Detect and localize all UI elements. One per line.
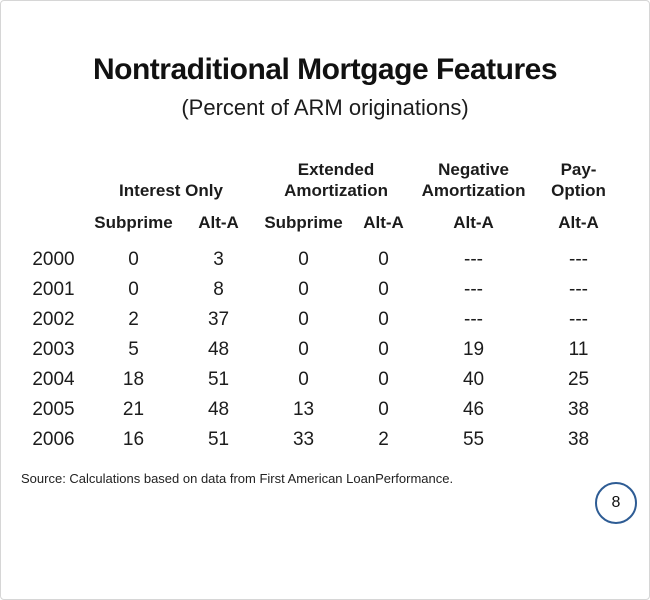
cell-ea-subprime: 0	[298, 369, 309, 390]
cell-ea-subprime: 33	[292, 429, 315, 450]
cell-io-subprime: 0	[128, 249, 139, 270]
year-label: 2005	[32, 399, 75, 420]
cell-po-alt-a: 25	[567, 369, 590, 390]
cell-po-alt-a: 38	[567, 399, 590, 420]
cell-ea-alt-a: 0	[378, 399, 389, 420]
cell-ea-alt-a: 0	[378, 249, 389, 270]
group-header-row: Interest Only Extended Amortization Nega…	[21, 147, 626, 201]
cell-ea-subprime: 0	[298, 249, 309, 270]
sub-header-na-alt-a: Alt-A	[453, 213, 494, 232]
year-label: 2003	[32, 339, 75, 360]
cell-ea-alt-a: 2	[378, 429, 389, 450]
sub-header-po-alt-a: Alt-A	[558, 213, 599, 232]
cell-na-alt-a: 46	[462, 399, 485, 420]
cell-ea-subprime: 0	[298, 339, 309, 360]
cell-ea-alt-a: 0	[378, 279, 389, 300]
cell-ea-alt-a: 0	[378, 369, 389, 390]
cell-io-alt-a: 48	[207, 339, 230, 360]
cell-ea-alt-a: 0	[378, 339, 389, 360]
cell-io-alt-a: 51	[207, 429, 230, 450]
sub-header-io-subprime: Subprime	[94, 213, 173, 232]
mortgage-features-table: Interest Only Extended Amortization Nega…	[21, 147, 626, 455]
cell-io-subprime: 2	[128, 309, 139, 330]
cell-po-alt-a: 11	[568, 339, 589, 360]
cell-na-alt-a: 19	[462, 339, 485, 360]
group-header-extended-amortization: Extended Amortization	[284, 159, 388, 200]
group-header-pay-option: Pay- Option	[551, 159, 606, 200]
cell-na-alt-a: ---	[464, 249, 484, 270]
year-label: 2006	[32, 429, 75, 450]
page-number: 8	[611, 494, 621, 511]
table-row-2003: 2003 5 48 0 0 19 11	[21, 335, 626, 365]
cell-io-alt-a: 51	[207, 369, 230, 390]
year-label: 2000	[32, 249, 75, 270]
group-header-negative-amortization: Negative Amortization	[421, 159, 526, 200]
slide-subtitle: (Percent of ARM originations)	[181, 95, 469, 120]
table-row-2005: 2005 21 48 13 0 46 38	[21, 395, 626, 425]
cell-po-alt-a: ---	[569, 249, 589, 270]
year-label: 2004	[32, 369, 75, 390]
cell-na-alt-a: 55	[462, 429, 485, 450]
cell-po-alt-a: 38	[567, 429, 590, 450]
table-row-2001: 2001 0 8 0 0 --- ---	[21, 275, 626, 305]
group-header-spacer	[21, 147, 86, 201]
cell-ea-alt-a: 0	[378, 309, 389, 330]
table-row-2002: 2002 2 37 0 0 --- ---	[21, 305, 626, 335]
cell-io-alt-a: 3	[213, 249, 224, 270]
cell-io-subprime: 18	[122, 369, 145, 390]
cell-na-alt-a: 40	[462, 369, 485, 390]
sub-header-spacer	[21, 201, 86, 245]
page-number-badge: 8	[595, 482, 637, 524]
cell-io-subprime: 16	[122, 429, 145, 450]
cell-na-alt-a: ---	[464, 309, 484, 330]
cell-ea-subprime: 0	[298, 279, 309, 300]
table-row-2000: 2000 0 3 0 0 --- ---	[21, 245, 626, 275]
year-label: 2002	[32, 309, 75, 330]
group-header-interest-only: Interest Only	[119, 180, 223, 200]
table-row-2004: 2004 18 51 0 0 40 25	[21, 365, 626, 395]
cell-io-alt-a: 37	[207, 309, 230, 330]
cell-io-subprime: 21	[122, 399, 145, 420]
year-label: 2001	[32, 279, 75, 300]
cell-na-alt-a: ---	[464, 279, 484, 300]
sub-header-io-alt-a: Alt-A	[198, 213, 239, 232]
sub-header-row: Subprime Alt-A Subprime Alt-A Alt-A Alt-…	[21, 201, 626, 245]
sub-header-ea-subprime: Subprime	[264, 213, 343, 232]
cell-io-subprime: 0	[128, 279, 139, 300]
cell-io-alt-a: 48	[207, 399, 230, 420]
cell-po-alt-a: ---	[569, 309, 589, 330]
source-note: Source: Calculations based on data from …	[21, 471, 454, 486]
cell-po-alt-a: ---	[569, 279, 589, 300]
cell-io-subprime: 5	[128, 339, 139, 360]
cell-io-alt-a: 8	[213, 279, 224, 300]
sub-header-ea-alt-a: Alt-A	[363, 213, 404, 232]
table-row-2006: 2006 16 51 33 2 55 38	[21, 425, 626, 455]
cell-ea-subprime: 13	[292, 399, 315, 420]
cell-ea-subprime: 0	[298, 309, 309, 330]
slide-title: Nontraditional Mortgage Features	[92, 53, 558, 86]
